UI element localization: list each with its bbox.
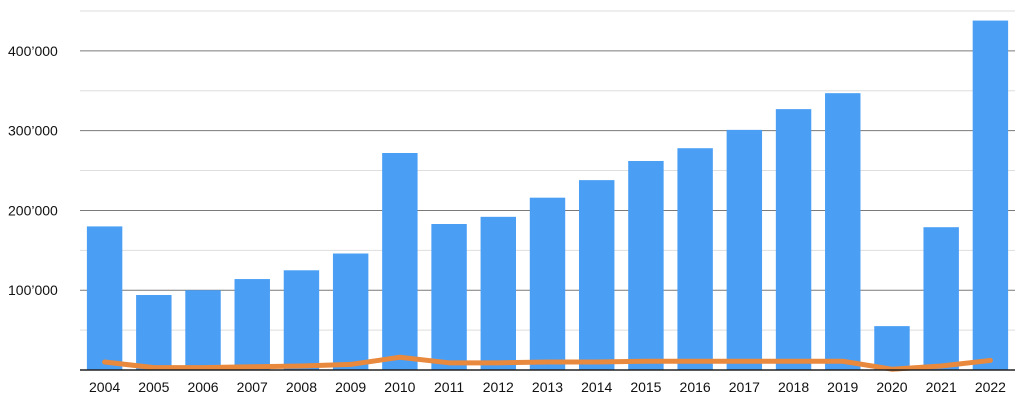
x-tick-label: 2013 xyxy=(532,379,563,395)
x-tick-label: 2004 xyxy=(89,379,120,395)
bar-2011 xyxy=(431,224,467,370)
x-tick-label: 2008 xyxy=(286,379,317,395)
x-axis-labels: 2004 2005 2006 2007 2008 2009 2010 2011 2012 2013… xyxy=(89,379,1006,395)
bar-2014 xyxy=(578,180,615,370)
y-axis-labels: 100’000 200’000 300’000 400’000 xyxy=(8,43,58,298)
bar-2017 xyxy=(726,129,763,370)
x-tick-label: 2020 xyxy=(876,379,907,395)
x-tick-label: 2015 xyxy=(630,379,661,395)
y-tick-label: 400’000 xyxy=(8,43,58,59)
bar-2005 xyxy=(136,295,172,370)
bars xyxy=(86,20,1009,371)
bar-2020 xyxy=(874,326,910,370)
bar-2015 xyxy=(628,160,664,370)
x-tick-label: 2016 xyxy=(680,379,711,395)
x-tick-label: 2012 xyxy=(483,379,514,395)
x-tick-label: 2022 xyxy=(975,379,1006,395)
bar-2018 xyxy=(775,109,812,371)
x-tick-label: 2005 xyxy=(138,379,169,395)
x-tick-label: 2007 xyxy=(237,379,268,395)
x-tick-label: 2011 xyxy=(434,379,464,395)
y-tick-label: 100’000 xyxy=(8,282,58,298)
x-tick-label: 2019 xyxy=(827,379,858,395)
x-tick-label: 2014 xyxy=(581,379,612,395)
bar-2013 xyxy=(529,197,566,370)
bar-2009 xyxy=(332,253,369,370)
bar-2019 xyxy=(825,93,861,370)
bar-2010 xyxy=(382,153,418,370)
bar-2022 xyxy=(972,20,1009,370)
x-tick-label: 2010 xyxy=(384,379,415,395)
x-tick-label: 2009 xyxy=(335,379,366,395)
bar-2006 xyxy=(185,290,221,370)
bar-2008 xyxy=(283,270,320,370)
x-tick-label: 2021 xyxy=(926,379,957,395)
bar-2012 xyxy=(480,216,517,370)
bar-2007 xyxy=(234,279,270,370)
x-tick-label: 2006 xyxy=(187,379,218,395)
y-tick-label: 200’000 xyxy=(8,202,58,218)
y-tick-label: 300’000 xyxy=(8,123,58,139)
x-tick-label: 2018 xyxy=(778,379,809,395)
bar-2021 xyxy=(923,227,959,370)
bar-2004 xyxy=(86,226,123,370)
x-tick-label: 2017 xyxy=(729,379,760,395)
bar-2016 xyxy=(677,148,713,370)
